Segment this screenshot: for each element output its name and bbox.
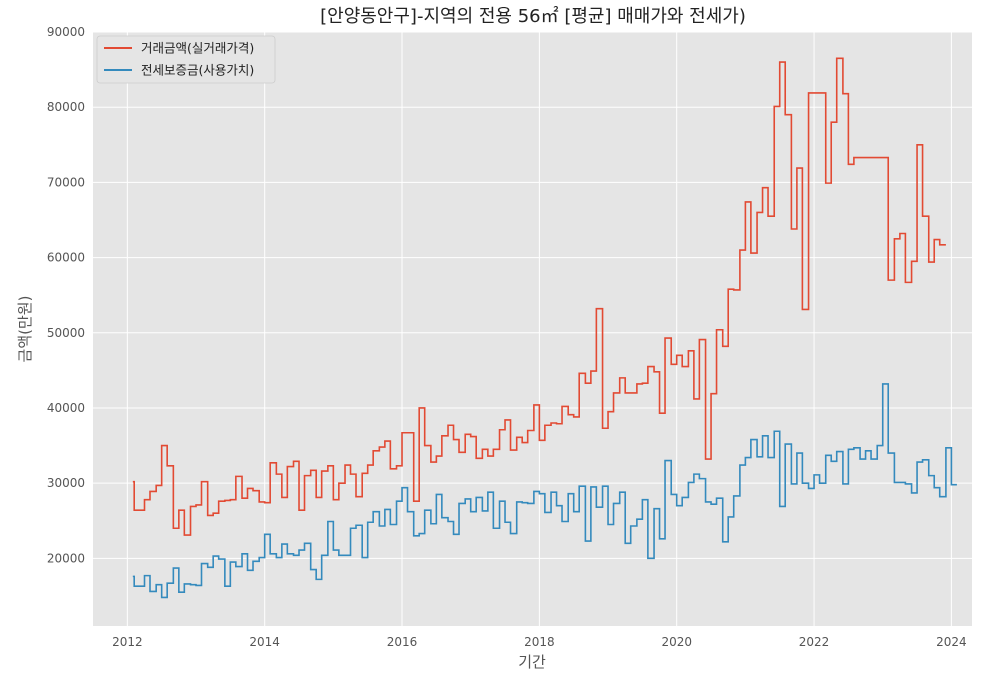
- y-tick-label: 60000: [47, 251, 85, 265]
- legend: 거래금액(실거래가격) 전세보증금(사용가치): [96, 35, 276, 84]
- x-tick-label: 2020: [661, 635, 692, 649]
- y-tick-label: 80000: [47, 100, 85, 114]
- x-tick-label: 2016: [387, 635, 418, 649]
- x-tick-label: 2018: [524, 635, 555, 649]
- legend-label-sale: 거래금액(실거래가격): [141, 41, 254, 56]
- legend-box: [96, 35, 276, 84]
- series-line-sale-price: [132, 57, 946, 536]
- y-tick-label: 50000: [47, 326, 85, 340]
- legend-label-jeonse: 전세보증금(사용가치): [141, 63, 254, 78]
- x-axis-label: 기간: [518, 653, 546, 671]
- x-tick-label: 2022: [799, 635, 830, 649]
- y-tick-label: 90000: [47, 25, 85, 39]
- series-group: [132, 57, 957, 599]
- series-line-jeonse-deposit: [132, 383, 957, 599]
- plot-area: [93, 32, 972, 626]
- chart-title: [안양동안구]-지역의 전용 56㎡ [평균] 매매가와 전세가): [320, 5, 746, 27]
- y-tick-label: 70000: [47, 175, 85, 189]
- x-tick-label: 2014: [249, 635, 280, 649]
- x-tick-label: 2024: [936, 635, 967, 649]
- y-tick-label: 40000: [47, 401, 85, 415]
- y-tick-label: 30000: [47, 476, 85, 490]
- y-tick-label: 20000: [47, 551, 85, 565]
- x-tick-label: 2012: [112, 635, 143, 649]
- tick-labels: 2012 2014 2016 2018 2020 2022 2024 20000 30000 40…: [47, 25, 967, 649]
- y-axis-label: 금액(만원): [16, 296, 34, 363]
